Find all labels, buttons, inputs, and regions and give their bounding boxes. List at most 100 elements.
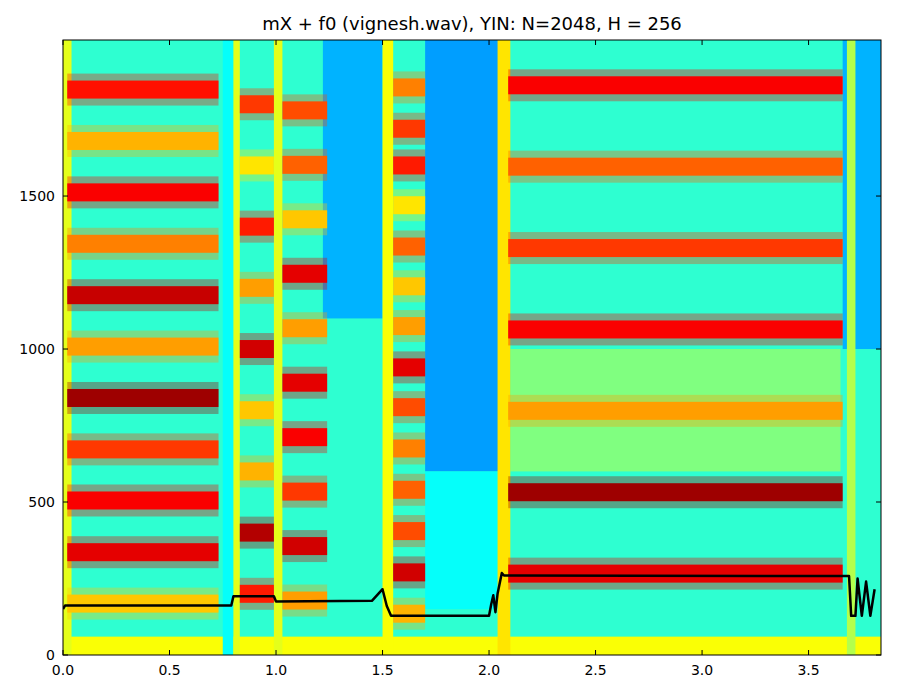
chart: 0.00.51.01.52.02.53.03.5050010001500mX +… bbox=[0, 0, 900, 700]
y-tick-label: 1500 bbox=[19, 188, 55, 204]
harmonic-core bbox=[393, 196, 425, 214]
harmonic-core bbox=[240, 462, 274, 480]
harmonic bbox=[393, 474, 425, 506]
harmonic-core bbox=[67, 338, 218, 356]
harmonic-core bbox=[67, 286, 218, 304]
harmonic-halo bbox=[393, 598, 425, 630]
x-tick bbox=[276, 650, 277, 655]
harmonic bbox=[240, 211, 274, 243]
harmonic-halo bbox=[240, 211, 274, 243]
y-tick bbox=[876, 502, 881, 503]
harmonic-core bbox=[508, 158, 842, 176]
harmonic-halo bbox=[393, 71, 425, 103]
harmonic-core bbox=[393, 605, 425, 623]
x-tick bbox=[489, 40, 490, 45]
harmonic bbox=[393, 598, 425, 630]
x-tick bbox=[169, 650, 170, 655]
y-tick bbox=[63, 502, 68, 503]
harmonic-halo bbox=[282, 149, 327, 181]
title: mX + f0 (vignesh.wav), YIN: N=2048, H = … bbox=[262, 13, 682, 34]
spectrum-region bbox=[233, 40, 239, 655]
harmonic-core bbox=[282, 483, 327, 501]
harmonic bbox=[67, 228, 218, 260]
harmonic-core bbox=[393, 120, 425, 138]
harmonic-core bbox=[67, 595, 218, 613]
harmonic bbox=[508, 69, 842, 101]
harmonic-halo bbox=[240, 149, 274, 181]
harmonic bbox=[240, 272, 274, 304]
harmonic-halo bbox=[393, 270, 425, 302]
harmonic-core bbox=[240, 156, 274, 174]
spectrum-region bbox=[223, 40, 234, 655]
harmonic-core bbox=[240, 585, 274, 603]
x-tick-label: 0.5 bbox=[158, 662, 180, 678]
harmonic-halo bbox=[67, 176, 218, 208]
spectrum-region bbox=[425, 471, 500, 609]
harmonic-halo bbox=[393, 556, 425, 588]
harmonic-core bbox=[393, 522, 425, 540]
harmonic-halo bbox=[393, 149, 425, 181]
harmonic-halo bbox=[282, 367, 327, 399]
harmonic bbox=[508, 313, 842, 345]
harmonic bbox=[393, 351, 425, 383]
spectrum-region bbox=[63, 40, 881, 655]
harmonic-halo bbox=[67, 433, 218, 465]
harmonic bbox=[393, 270, 425, 302]
harmonic-halo bbox=[67, 588, 218, 620]
harmonic bbox=[282, 367, 327, 399]
x-tick-label: 3.5 bbox=[797, 662, 819, 678]
harmonic-halo bbox=[67, 74, 218, 106]
harmonic-halo bbox=[67, 279, 218, 311]
harmonic-halo bbox=[393, 113, 425, 145]
harmonic-halo bbox=[393, 432, 425, 464]
harmonic-halo bbox=[508, 476, 842, 508]
harmonic-core bbox=[282, 210, 327, 228]
harmonic-core bbox=[393, 563, 425, 581]
spectrum-region bbox=[63, 637, 881, 655]
harmonic-halo bbox=[282, 530, 327, 562]
harmonic-halo bbox=[393, 231, 425, 263]
x-tick-label: 1.0 bbox=[265, 662, 287, 678]
harmonic-halo bbox=[393, 351, 425, 383]
harmonic-core bbox=[393, 156, 425, 174]
harmonic-halo bbox=[393, 474, 425, 506]
x-tick bbox=[489, 650, 490, 655]
harmonic-core bbox=[67, 389, 218, 407]
harmonic-core bbox=[282, 537, 327, 555]
harmonic-halo bbox=[282, 476, 327, 508]
harmonic-core bbox=[393, 317, 425, 335]
harmonic-halo bbox=[282, 203, 327, 235]
harmonic-halo bbox=[240, 517, 274, 549]
harmonic-halo bbox=[282, 312, 327, 344]
harmonic-halo bbox=[282, 94, 327, 126]
harmonic bbox=[240, 455, 274, 487]
harmonic-core bbox=[282, 156, 327, 174]
harmonic-core bbox=[67, 183, 218, 201]
harmonic bbox=[508, 476, 842, 508]
x-tick bbox=[169, 40, 170, 45]
harmonic bbox=[240, 333, 274, 365]
x-tick bbox=[808, 650, 809, 655]
harmonic-halo bbox=[393, 515, 425, 547]
harmonic-core bbox=[508, 565, 842, 583]
y-tick bbox=[63, 655, 68, 656]
x-tick bbox=[63, 40, 64, 45]
background bbox=[0, 0, 900, 700]
harmonic-halo bbox=[282, 258, 327, 290]
x-tick bbox=[276, 40, 277, 45]
harmonic bbox=[508, 558, 842, 590]
harmonic-halo bbox=[67, 484, 218, 516]
harmonic bbox=[67, 125, 218, 157]
harmonic-halo bbox=[67, 228, 218, 260]
x-tick-label: 3.0 bbox=[691, 662, 713, 678]
y-tick-label: 500 bbox=[28, 494, 55, 510]
harmonic bbox=[67, 433, 218, 465]
harmonic-core bbox=[393, 439, 425, 457]
x-tick bbox=[595, 650, 596, 655]
harmonic-core bbox=[240, 524, 274, 542]
harmonic bbox=[282, 94, 327, 126]
harmonic-halo bbox=[393, 391, 425, 423]
harmonic bbox=[67, 588, 218, 620]
harmonic bbox=[67, 74, 218, 106]
harmonic bbox=[240, 88, 274, 120]
